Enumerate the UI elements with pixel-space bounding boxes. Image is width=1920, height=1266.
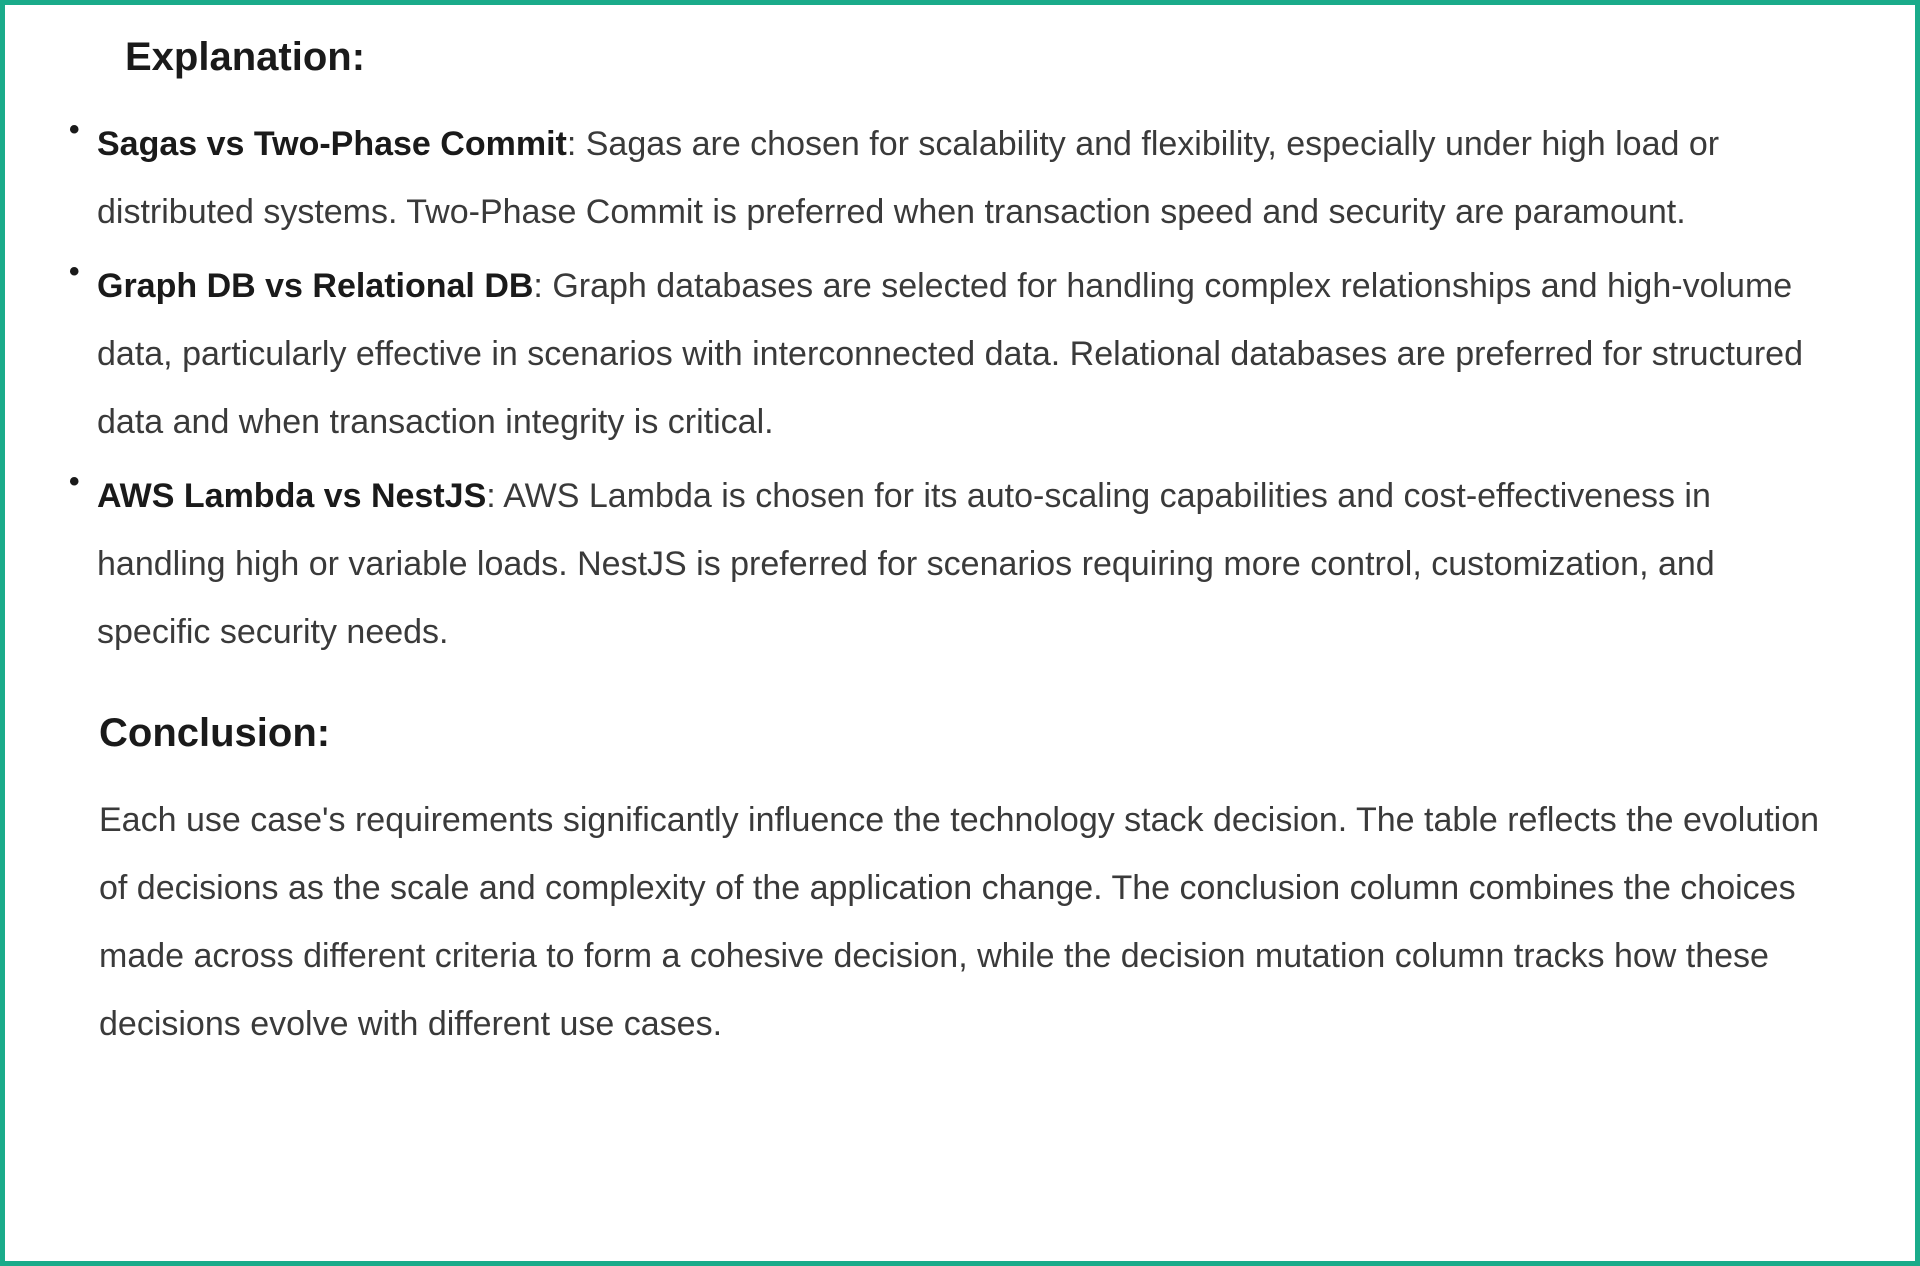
list-item: AWS Lambda vs NestJS: AWS Lambda is chos… <box>65 462 1835 666</box>
list-item: Graph DB vs Relational DB: Graph databas… <box>65 252 1835 456</box>
conclusion-text: Each use case's requirements significant… <box>99 786 1835 1058</box>
list-item: Sagas vs Two-Phase Commit: Sagas are cho… <box>65 110 1835 246</box>
item-term: Graph DB vs Relational DB <box>97 267 533 305</box>
conclusion-heading: Conclusion: <box>99 711 1835 756</box>
item-term: AWS Lambda vs NestJS <box>97 477 486 515</box>
explanation-list: Sagas vs Two-Phase Commit: Sagas are cho… <box>65 110 1835 666</box>
explanation-heading: Explanation: <box>125 35 1835 80</box>
item-term: Sagas vs Two-Phase Commit <box>97 125 567 163</box>
document-container: Explanation: Sagas vs Two-Phase Commit: … <box>0 0 1920 1266</box>
